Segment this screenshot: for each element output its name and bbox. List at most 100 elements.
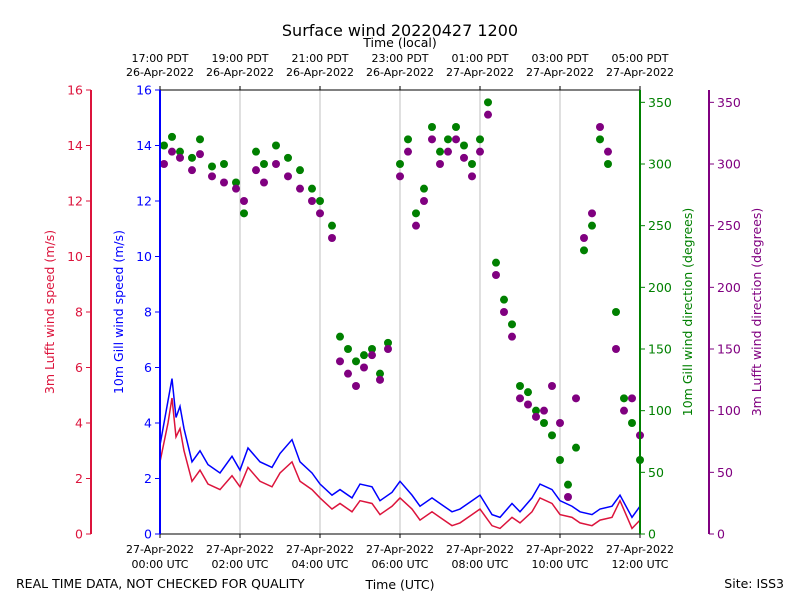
gill-direction-point: [516, 382, 524, 390]
lufft-direction-tick-label: 0: [717, 527, 725, 542]
top-tick-time: 21:00 PDT: [291, 52, 348, 65]
gill-direction-point: [492, 258, 500, 267]
gill-direction-point: [452, 123, 460, 131]
gill-speed-tick-label: 16: [136, 83, 152, 98]
lufft-speed-tick-label: 6: [75, 360, 83, 375]
gill-direction-point: [252, 147, 260, 156]
lufft-direction-point: [612, 345, 620, 353]
lufft-direction-point: [604, 147, 612, 156]
gill-direction-point: [344, 345, 352, 353]
gill-direction-point: [396, 160, 404, 168]
gill-direction-tick-label: 50: [648, 465, 664, 480]
gill-direction-point: [620, 394, 628, 403]
site-label: Site: ISS3: [724, 576, 784, 591]
lufft-direction-tick-label: 250: [717, 218, 741, 233]
series-line-lufft-speed: [159, 397, 641, 530]
lufft-direction-point: [404, 147, 412, 156]
gill-direction-point: [556, 456, 564, 464]
gill-direction-tick-label: 300: [648, 157, 672, 172]
bottom-tick-time: 00:00 UTC: [131, 558, 188, 571]
gill-direction-point: [508, 320, 516, 329]
lufft-speed-tick-label: 2: [75, 471, 83, 486]
gill-direction-point: [420, 184, 428, 193]
gill-direction-point: [240, 209, 248, 218]
lufft-direction-axis-label: 3m Lufft wind direction (degrees): [749, 208, 764, 417]
gill-direction-point: [444, 135, 452, 144]
lufft-direction-point: [492, 271, 500, 279]
bottom-tick-time: 02:00 UTC: [211, 558, 268, 571]
gill-direction-point: [468, 160, 476, 168]
lufft-direction-point: [252, 166, 260, 175]
lufft-direction-point: [620, 406, 628, 415]
gill-direction-point: [588, 221, 596, 230]
gill-speed-tick-label: 10: [136, 249, 152, 264]
lufft-direction-point: [556, 419, 564, 427]
quality-note: REAL TIME DATA, NOT CHECKED FOR QUALITY: [16, 576, 305, 591]
lufft-direction-point: [384, 345, 392, 353]
gill-speed-axis-label: 10m Gill wind speed (m/s): [111, 230, 126, 394]
bottom-tick-date: 27-Apr-2022: [606, 543, 674, 556]
lufft-direction-point: [452, 135, 460, 144]
top-tick-date: 26-Apr-2022: [206, 66, 274, 79]
gill-direction-point: [188, 153, 196, 162]
gill-direction-point: [564, 480, 572, 489]
top-tick-date: 26-Apr-2022: [366, 66, 434, 79]
lufft-direction-point: [240, 197, 248, 205]
gill-direction-point: [220, 160, 228, 168]
gill-speed-tick-label: 12: [136, 194, 152, 209]
bottom-tick-time: 08:00 UTC: [451, 558, 508, 571]
bottom-tick-date: 27-Apr-2022: [206, 543, 274, 556]
gill-direction-point: [308, 184, 316, 193]
gill-direction-point: [540, 419, 548, 427]
lufft-direction-point: [272, 160, 280, 168]
gill-speed-tick-label: 8: [144, 305, 152, 320]
gill-direction-point: [368, 345, 376, 353]
top-tick-time: 03:00 PDT: [531, 52, 588, 65]
top-tick-time: 17:00 PDT: [131, 52, 188, 65]
bottom-tick-time: 04:00 UTC: [291, 558, 348, 571]
chart-title: Surface wind 20220427 1200: [282, 21, 518, 40]
lufft-direction-point: [284, 172, 292, 181]
lufft-speed-tick-label: 12: [67, 194, 83, 209]
bottom-tick-date: 27-Apr-2022: [526, 543, 594, 556]
gill-direction-tick-label: 250: [648, 218, 672, 233]
lufft-direction-point: [168, 147, 176, 156]
lufft-direction-point: [368, 351, 376, 360]
bottom-tick-date: 27-Apr-2022: [366, 543, 434, 556]
top-tick-time: 19:00 PDT: [211, 52, 268, 65]
lufft-direction-point: [328, 234, 336, 242]
lufft-speed-tick-label: 0: [75, 527, 83, 542]
lufft-direction-point: [316, 209, 324, 218]
lufft-direction-point: [412, 221, 420, 230]
lufft-direction-point: [476, 147, 484, 156]
gill-direction-point: [484, 98, 492, 107]
gill-direction-point: [360, 351, 368, 360]
lufft-direction-point: [232, 184, 240, 193]
gill-direction-point: [612, 308, 620, 316]
gill-direction-point: [436, 147, 444, 156]
gill-direction-point: [296, 166, 304, 175]
lufft-speed-tick-label: 4: [75, 416, 83, 431]
top-tick-date: 27-Apr-2022: [526, 66, 594, 79]
lufft-direction-point: [260, 178, 268, 187]
top-axis-label: Time (local): [362, 35, 436, 50]
lufft-direction-point: [352, 382, 360, 390]
gill-direction-tick-label: 350: [648, 95, 672, 110]
lufft-direction-point: [468, 172, 476, 181]
gill-direction-point: [328, 221, 336, 230]
lufft-direction-tick-label: 150: [717, 342, 741, 357]
gill-direction-point: [460, 141, 468, 150]
top-tick-date: 26-Apr-2022: [126, 66, 194, 79]
gill-direction-point: [384, 338, 392, 347]
bottom-tick-date: 27-Apr-2022: [286, 543, 354, 556]
series-layer: [159, 98, 644, 530]
top-tick-date: 27-Apr-2022: [606, 66, 674, 79]
lufft-direction-point: [296, 184, 304, 193]
top-tick-date: 27-Apr-2022: [446, 66, 514, 79]
gill-direction-point: [428, 123, 436, 131]
top-tick-time: 23:00 PDT: [371, 52, 428, 65]
lufft-direction-point: [460, 153, 468, 162]
lufft-direction-point: [596, 123, 604, 131]
gill-speed-tick-label: 6: [144, 360, 152, 375]
